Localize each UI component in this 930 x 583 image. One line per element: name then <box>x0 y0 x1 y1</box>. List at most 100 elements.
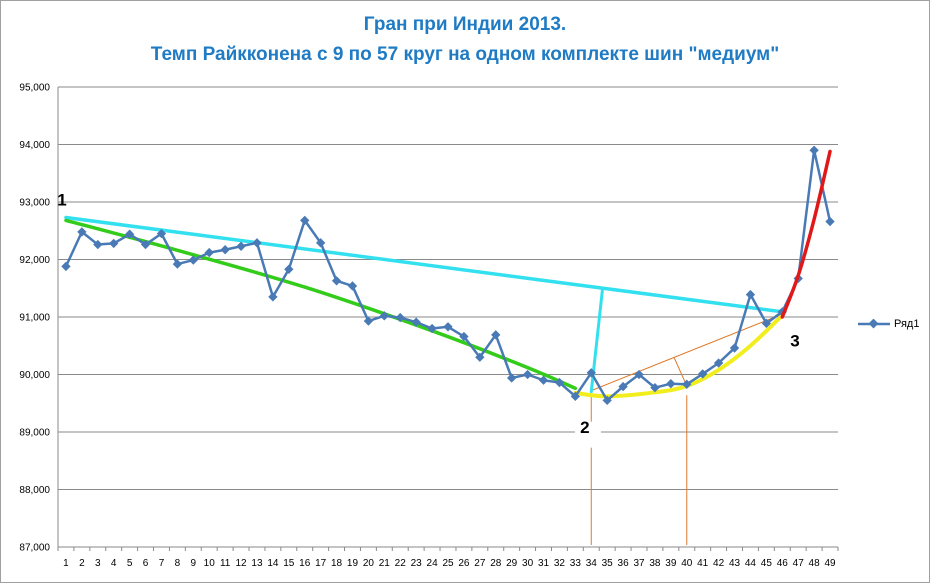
data-point <box>682 379 692 389</box>
data-point <box>809 145 819 155</box>
data-point <box>698 369 708 379</box>
data-point <box>761 318 772 328</box>
x-tick-label: 26 <box>458 558 470 569</box>
y-tick-label: 95,000 <box>19 83 50 94</box>
data-point <box>236 241 246 251</box>
data-point <box>745 289 756 300</box>
x-tick-label: 6 <box>143 558 149 569</box>
chart-title: Гран при Индии 2013. <box>363 14 567 35</box>
data-point <box>443 322 453 332</box>
y-tick-label: 90,000 <box>19 370 50 381</box>
data-point <box>491 330 501 340</box>
point-label: 3 <box>790 332 799 351</box>
series-group <box>61 145 835 406</box>
x-tick-label: 1 <box>63 558 69 569</box>
label-backdrop <box>574 421 601 448</box>
data-point <box>427 323 437 334</box>
data-point <box>475 352 485 362</box>
x-tick-label: 21 <box>379 558 391 569</box>
x-tick-label: 15 <box>283 558 295 569</box>
data-point <box>825 216 835 227</box>
x-tick-label: 3 <box>95 558 101 569</box>
point-label: 1 <box>57 191 66 210</box>
data-point <box>379 311 389 321</box>
x-tick-label: 44 <box>745 558 757 569</box>
x-tick-label: 8 <box>175 558 181 569</box>
data-point <box>315 238 326 248</box>
data-point <box>140 239 151 250</box>
data-point <box>172 259 183 269</box>
axes <box>57 87 839 551</box>
x-tick-label: 9 <box>191 558 197 569</box>
x-tick-label: 14 <box>267 558 279 569</box>
data-point <box>220 245 230 255</box>
x-tick-label: 20 <box>363 558 375 569</box>
data-point <box>538 375 549 385</box>
orange-chord-line <box>591 313 783 392</box>
x-tick-label: 19 <box>347 558 359 569</box>
data-point <box>459 331 469 342</box>
x-tick-label: 36 <box>618 558 630 569</box>
x-tick-label: 46 <box>777 558 789 569</box>
data-point <box>188 255 198 265</box>
legend-marker-icon <box>858 319 890 329</box>
x-tick-label: 18 <box>331 558 343 569</box>
data-point <box>586 368 596 378</box>
x-tick-label: 24 <box>427 558 439 569</box>
red-degradation-curve <box>780 149 832 319</box>
y-tick-label: 94,000 <box>19 140 50 151</box>
y-tick-label: 89,000 <box>19 428 50 439</box>
x-tick-label: 42 <box>713 558 725 569</box>
x-tick-label: 33 <box>570 558 582 569</box>
legend-label: Ряд1 <box>894 318 920 330</box>
x-tick-label: 40 <box>681 558 693 569</box>
green-trend-curve <box>64 218 578 391</box>
x-tick-label: 41 <box>697 558 709 569</box>
y-tick-label: 88,000 <box>19 485 50 496</box>
x-tick-label: 38 <box>649 558 661 569</box>
x-tick-label: 45 <box>761 558 773 569</box>
x-tick-label: 31 <box>538 558 550 569</box>
data-point <box>331 276 342 286</box>
x-tick-label: 34 <box>586 558 598 569</box>
annotation-labels: 1 2 3 <box>57 191 810 448</box>
x-tick-label: 4 <box>111 558 117 569</box>
x-tick-label: 49 <box>824 558 836 569</box>
x-tick-label: 25 <box>442 558 454 569</box>
data-point <box>156 228 167 239</box>
data-point <box>284 264 294 274</box>
data-point <box>268 292 278 302</box>
annotation-overlays <box>64 215 785 545</box>
data-point <box>93 239 103 250</box>
x-tick-label: 23 <box>411 558 423 569</box>
x-tick-label: 43 <box>729 558 741 569</box>
point-label: 2 <box>580 418 589 437</box>
data-point <box>666 379 676 389</box>
y-tick-label: 92,000 <box>19 255 50 266</box>
data-point <box>61 261 71 272</box>
y-tick-labels: 87,000 88,000 89,000 90,000 91,000 92,000 93,0… <box>19 83 50 554</box>
x-tick-label: 35 <box>602 558 614 569</box>
x-tick-label: 5 <box>127 558 133 569</box>
data-point <box>411 317 421 327</box>
y-tick-label: 91,000 <box>19 313 50 324</box>
x-tick-label: 28 <box>490 558 502 569</box>
x-tick-label: 29 <box>506 558 518 569</box>
label-backdrop <box>787 326 810 349</box>
orange-perpendicular-line <box>673 357 688 387</box>
x-tick-label: 22 <box>395 558 407 569</box>
data-point <box>363 316 374 326</box>
data-point <box>554 377 565 388</box>
y-tick-label: 93,000 <box>19 198 50 209</box>
chart-subtitle: Темп Райкконена с 9 по 57 круг на одном … <box>150 44 780 65</box>
x-tick-label: 17 <box>315 558 327 569</box>
x-tick-label: 27 <box>474 558 486 569</box>
x-tick-label: 39 <box>665 558 677 569</box>
x-tick-label: 16 <box>299 558 311 569</box>
x-tick-label: 13 <box>251 558 263 569</box>
data-point <box>252 238 262 248</box>
data-point <box>713 358 724 368</box>
x-tick-labels: 1 2 3 4 5 6 7 8 9 10 11 12 13 14 15 16 17 18 19 20 21 22 23 24 2… <box>63 558 836 569</box>
